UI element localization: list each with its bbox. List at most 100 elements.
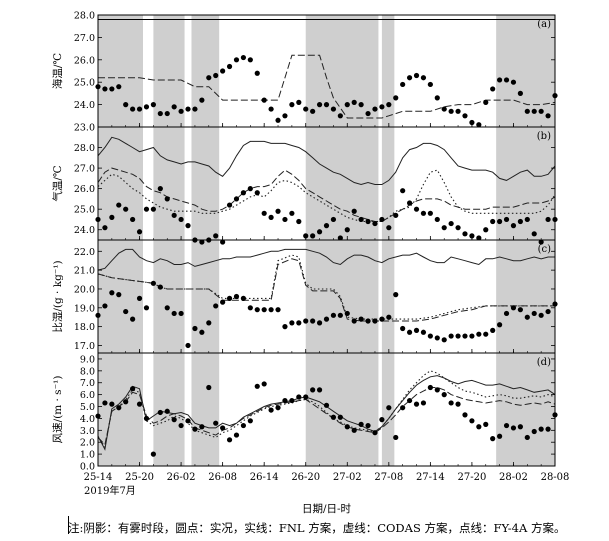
x-tick-label: 28-02 (499, 472, 528, 483)
observation-point (323, 316, 330, 322)
observation-point (462, 412, 468, 418)
observation-point (130, 216, 136, 223)
observation-point (157, 409, 163, 416)
observation-point (386, 405, 392, 411)
observation-point (344, 227, 350, 233)
observation-point (365, 218, 371, 225)
x-axis: 25-14 25-20 26-02 26-08 26-14 26-20 27-02 27-08… (84, 472, 570, 515)
observation-point (393, 95, 399, 101)
observation-point (226, 63, 233, 70)
observation-point (372, 318, 378, 324)
observation-point (330, 106, 337, 112)
observation-point (164, 196, 170, 202)
observation-point (400, 325, 406, 332)
caption-margin-rule (68, 516, 69, 534)
y-tick-label: 8.0 (80, 366, 95, 377)
observation-point (289, 320, 295, 326)
x-tick-label: 28-08 (541, 472, 570, 483)
observation-point (441, 337, 447, 343)
observation-point (116, 84, 122, 90)
x-tick-label: 26-02 (167, 472, 196, 483)
observation-point (386, 314, 392, 320)
y-tick-label: 23.0 (74, 123, 95, 134)
observation-point (143, 305, 150, 311)
observation-point (497, 218, 503, 225)
x-tick-label: 27-02 (333, 472, 362, 483)
y-tick-label: 22.0 (74, 247, 95, 258)
observation-point (379, 417, 385, 423)
observation-point (247, 186, 253, 192)
observation-point (503, 310, 510, 317)
observation-point (185, 342, 191, 349)
observation-point (490, 436, 496, 442)
observation-point (427, 81, 433, 88)
observation-point (164, 408, 170, 414)
observation-point (386, 225, 392, 231)
observation-point (476, 424, 482, 430)
observation-point (406, 329, 413, 335)
observation-point (351, 208, 357, 214)
x-tick-label: 27-14 (416, 472, 445, 483)
observation-point (233, 57, 240, 63)
observation-point (123, 206, 129, 212)
observation-point (116, 405, 122, 411)
observation-point (233, 196, 240, 202)
y-tick-label: 17.0 (74, 341, 95, 352)
observation-point (448, 220, 454, 227)
observation-point (247, 305, 253, 311)
x-tick-label: 26-08 (208, 472, 237, 483)
observation-point (420, 75, 427, 81)
observation-point (351, 99, 357, 105)
y-tick-label: 9.0 (80, 354, 95, 365)
observation-point (109, 86, 115, 92)
observation-point (282, 397, 288, 404)
observation-point (199, 424, 205, 430)
panel-frame (97, 352, 556, 467)
panel-label: (b) (537, 131, 551, 142)
observation-point (171, 310, 177, 317)
observation-point (130, 106, 136, 112)
observation-point (365, 110, 371, 117)
observation-point (254, 190, 260, 196)
observation-point (462, 231, 468, 237)
observation-point (289, 397, 295, 404)
observation-point (420, 400, 427, 406)
observation-point (143, 206, 150, 212)
observation-point (358, 316, 364, 322)
observation-point (123, 399, 129, 405)
observation-point (275, 117, 281, 123)
observation-point (469, 333, 475, 339)
observation-point (448, 108, 454, 114)
observation-point (102, 225, 108, 231)
observation-point (538, 312, 544, 318)
observation-point (503, 422, 510, 429)
observation-point (545, 426, 551, 432)
observation-point (323, 402, 330, 408)
observation-point (171, 417, 177, 423)
observation-point (247, 418, 253, 424)
observation-point (476, 235, 482, 241)
panel-label: (d) (537, 357, 551, 368)
observation-point (268, 214, 274, 220)
observation-point (220, 425, 226, 431)
observation-point (517, 90, 523, 96)
observation-point (379, 216, 385, 223)
observation-point (157, 110, 163, 117)
observation-point (538, 426, 544, 432)
solid-series-line (97, 248, 555, 271)
observation-point (316, 229, 323, 235)
observation-point (358, 216, 364, 223)
y-tick-label: 3.0 (80, 426, 95, 437)
observation-point (130, 386, 136, 392)
observation-point (517, 307, 523, 313)
observation-point (413, 206, 420, 212)
observation-point (386, 102, 392, 108)
observation-point (192, 426, 198, 432)
observation-point (337, 113, 343, 119)
observation-point (206, 320, 212, 326)
observation-point (455, 108, 461, 114)
y-tick-label: 28.0 (74, 143, 95, 154)
observation-point (323, 102, 330, 108)
dashed-series-line (97, 387, 556, 446)
observation-point (427, 210, 433, 216)
